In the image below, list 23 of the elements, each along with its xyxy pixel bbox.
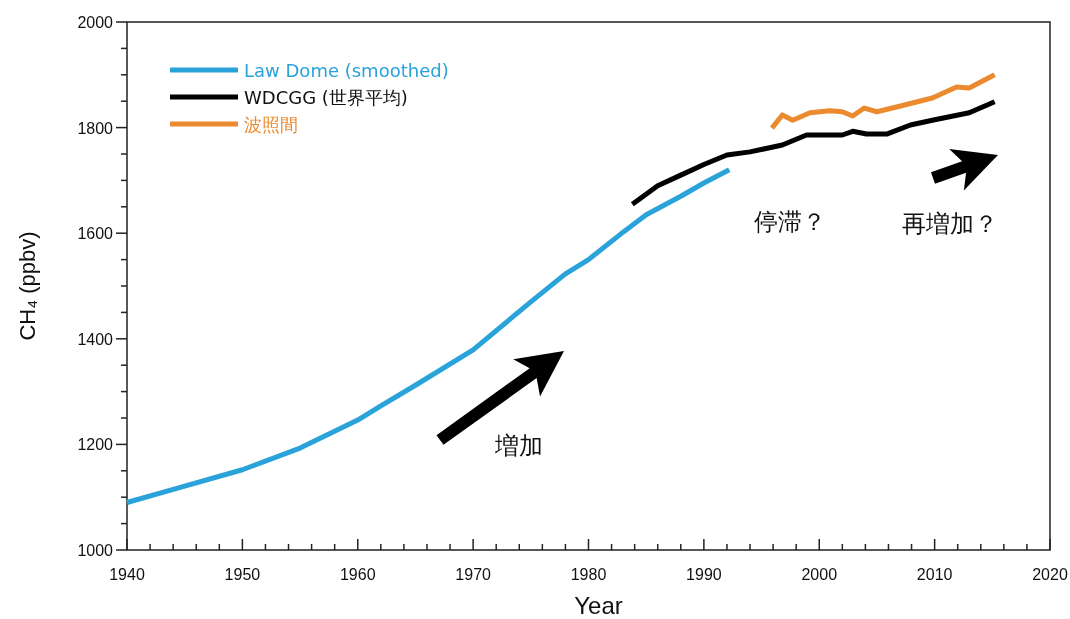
annotation: 停滞？: [754, 208, 826, 236]
x-tick-label: 1990: [686, 566, 722, 583]
x-tick-label: 2020: [1032, 566, 1068, 583]
x-tick-label: 2010: [916, 566, 953, 583]
x-tick-label: 1950: [224, 566, 261, 583]
y-tick-label: 2000: [77, 14, 114, 31]
x-tick-label: 2000: [801, 566, 838, 583]
y-axis-title: CH₄ (ppbv): [15, 231, 40, 341]
x-tick-label: 1980: [570, 566, 607, 583]
legend-label: WDCGG (世界平均): [244, 87, 408, 108]
legend-label: Law Dome (smoothed): [244, 60, 449, 81]
y-tick-label: 1800: [77, 119, 114, 137]
y-tick-label: 1400: [77, 330, 114, 348]
annotation: 再増加？: [902, 210, 998, 238]
annotation: 増加: [494, 432, 543, 460]
x-axis-title: Year: [574, 592, 623, 619]
y-tick-label: 1000: [77, 542, 114, 559]
x-tick-label: 1960: [339, 566, 376, 583]
legend-label: 波照間: [244, 114, 298, 135]
y-tick-label: 1200: [77, 436, 114, 454]
x-tick-label: 1970: [455, 566, 492, 583]
y-tick-label: 1600: [77, 225, 114, 243]
x-tick-label: 1940: [109, 566, 145, 583]
